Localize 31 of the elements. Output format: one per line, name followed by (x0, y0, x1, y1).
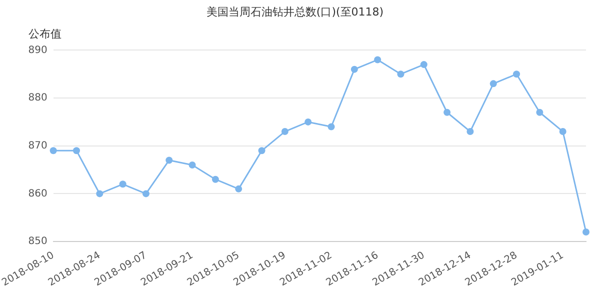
chart-title: 美国当周石油钻井总数(口)(至0118) (206, 5, 384, 18)
y-tick-label: 870 (28, 140, 48, 152)
y-tick-label: 850 (28, 236, 48, 248)
point (258, 147, 266, 154)
point (142, 190, 150, 198)
point (374, 56, 382, 64)
point (50, 147, 57, 154)
point (72, 147, 80, 154)
point (328, 123, 335, 130)
point (536, 108, 544, 116)
point (397, 70, 404, 78)
point (235, 185, 242, 192)
text: 公布值 (28, 28, 62, 41)
point (444, 108, 451, 116)
point (188, 162, 196, 169)
point (490, 80, 497, 88)
point (420, 61, 428, 68)
y-tick-label: 880 (28, 92, 48, 104)
point (582, 228, 590, 236)
y-tick-label: 860 (28, 188, 48, 200)
point (281, 128, 288, 136)
point (466, 128, 474, 136)
point (350, 66, 358, 73)
point (119, 180, 126, 188)
y-tick-label: 890 (28, 44, 48, 56)
point (166, 156, 173, 164)
point (559, 128, 566, 136)
point (96, 190, 104, 198)
point (212, 176, 219, 183)
point (304, 118, 312, 126)
point (513, 70, 520, 78)
